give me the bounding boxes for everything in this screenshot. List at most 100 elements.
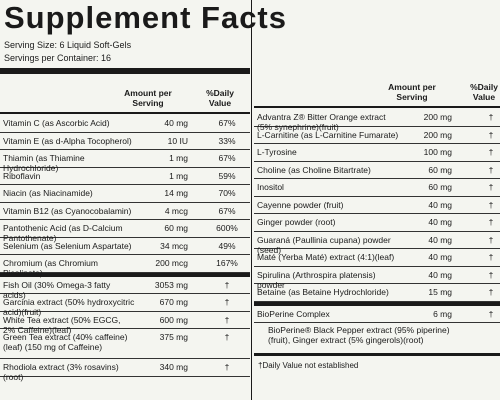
daily-value: †	[488, 234, 494, 245]
nutrient-name: L-Carnitine (as L-Carnitine Fumarate)	[257, 129, 399, 140]
amount: 1 mg	[169, 153, 188, 163]
daily-value: 49%	[218, 240, 236, 251]
nutrient-row: Garcinia extract (50% hydroxycitric acid…	[0, 294, 250, 317]
nutrient-row: Advantra Z® Bitter Orange extract (5% sy…	[254, 109, 500, 132]
daily-value: 59%	[218, 170, 236, 181]
nutrient-name: BioPerine Complex	[257, 308, 330, 319]
nutrient-row: Vitamin E (as d-Alpha Tocopherol) 10 IU 33…	[0, 133, 250, 150]
daily-value: †	[488, 112, 494, 122]
nutrient-row: L-Tyrosine 100 mg †	[254, 144, 500, 162]
amount: 100 mg	[423, 147, 452, 157]
complex-detail: BioPerine® Black Pepper extract (95% pip…	[254, 323, 500, 353]
amount: 40 mg	[428, 199, 452, 210]
serving-size: Serving Size: 6 Liquid Soft-Gels	[4, 40, 132, 50]
daily-value: 33%	[218, 135, 236, 146]
rule	[0, 272, 250, 277]
nutrient-name: Thiamin (as Thiamine Hydrochloride)	[3, 153, 85, 173]
amount: 600 mg	[159, 314, 188, 325]
header: %Daily Value	[470, 82, 498, 102]
amount: 15 mg	[428, 287, 452, 297]
amount: 34 mcg	[160, 240, 188, 251]
daily-value: †	[488, 182, 494, 192]
amount: 10 IU	[167, 135, 188, 146]
amount: 14 mg	[164, 188, 188, 198]
rule	[254, 106, 500, 108]
rule	[0, 68, 250, 74]
rule	[254, 301, 500, 306]
servings-per-container: Servings per Container: 16	[4, 53, 112, 63]
daily-value: 70%	[218, 188, 236, 198]
nutrient-row: Ginger powder (root) 40 mg †	[254, 214, 500, 232]
nutrient-name: Vitamin C (as Ascorbic Acid)	[3, 118, 110, 128]
nutrient-row: White Tea extract (50% EGCG, 2% Caffeine…	[0, 312, 250, 335]
amount: 670 mg	[159, 297, 188, 307]
nutrient-row: Selenium (as Selenium Aspartate) 34 mcg 49…	[0, 238, 250, 255]
daily-value: 600%	[216, 223, 238, 233]
nutrient-row: Fish Oil (30% Omega-3 fatty acids) 3053 m…	[0, 277, 250, 300]
nutrient-name: Selenium (as Selenium Aspartate)	[3, 240, 132, 251]
divider	[251, 0, 252, 400]
daily-value: †	[488, 217, 494, 227]
nutrient-row: Choline (as Choline Bitartrate) 60 mg †	[254, 162, 500, 179]
amount: 6 mg	[433, 308, 452, 319]
header: Amount per Serving	[388, 82, 436, 102]
nutrient-name: Niacin (as Niacinamide)	[3, 188, 93, 198]
daily-value: 167%	[216, 258, 238, 268]
rule	[254, 353, 500, 356]
daily-value: 67%	[218, 118, 236, 128]
daily-value: †	[488, 199, 494, 210]
nutrient-row: Inositol 60 mg †	[254, 179, 500, 197]
nutrient-name: Spirulina (Arthrospira platensis) powder	[257, 269, 376, 290]
daily-value: †	[224, 332, 230, 342]
amount: 60 mg	[164, 223, 188, 233]
amount: 375 mg	[159, 332, 188, 342]
nutrient-name: Maté (Yerba Maté) extract (4:1)(leaf)	[257, 252, 395, 262]
daily-value: †	[488, 164, 494, 175]
nutrient-name: Vitamin E (as d-Alpha Tocopherol)	[3, 135, 132, 146]
amount: 40 mg	[428, 252, 452, 262]
amount: 200 mg	[423, 129, 452, 140]
nutrient-row: Thiamin (as Thiamine Hydrochloride) 1 mg 6…	[0, 150, 250, 173]
daily-value: 67%	[218, 153, 236, 163]
nutrient-row: Rhodiola extract (3% rosavins)(root) 340 …	[0, 359, 250, 382]
nutrient-row: Pantothenic Acid (as D-Calcium Pantothen…	[0, 220, 250, 243]
nutrient-name: Pantothenic Acid (as D-Calcium Pantothen…	[3, 223, 123, 243]
nutrient-name: Betaine (as Betaine Hydrochloride)	[257, 287, 389, 297]
nutrient-name: Vitamin B12 (as Cyanocobalamin)	[3, 205, 132, 216]
daily-value: †	[488, 308, 494, 319]
nutrient-name: Green Tea extract (40% caffeine)(leaf) (…	[3, 332, 128, 352]
daily-value: †	[224, 279, 230, 290]
nutrient-name: Rhodiola extract (3% rosavins)(root)	[3, 362, 119, 382]
daily-value: †	[488, 129, 494, 140]
nutrient-row: L-Carnitine (as L-Carnitine Fumarate) 200…	[254, 127, 500, 144]
nutrient-row: Cayenne powder (fruit) 40 mg †	[254, 197, 500, 214]
daily-value: †	[488, 252, 494, 262]
daily-value: †	[224, 314, 230, 325]
amount: 60 mg	[428, 164, 452, 175]
nutrient-row: Guaraná (Paullinia cupana) powder (seed)…	[254, 232, 500, 255]
nutrient-name: Riboflavin	[3, 170, 41, 181]
nutrient-name: Advantra Z® Bitter Orange extract (5% sy…	[257, 112, 386, 132]
amount: 40 mg	[428, 234, 452, 245]
daily-value: †	[224, 362, 230, 372]
daily-value: †	[224, 297, 230, 307]
detail-text: BioPerine® Black Pepper extract (95% pip…	[268, 325, 450, 345]
nutrient-row: Spirulina (Arthrospira platensis) powder…	[254, 267, 500, 290]
amount: 3053 mg	[154, 279, 188, 290]
title: Supplement Facts	[4, 0, 287, 35]
nutrient-row: Maté (Yerba Maté) extract (4:1)(leaf) 40 …	[254, 249, 500, 267]
header: Amount per Serving	[124, 88, 172, 108]
daily-value: 67%	[218, 205, 236, 216]
daily-value: †	[488, 147, 494, 157]
amount: 200 mg	[423, 112, 452, 122]
nutrient-row: Vitamin C (as Ascorbic Acid) 40 mg 67%	[0, 115, 250, 133]
amount: 40 mg	[164, 118, 188, 128]
rule	[0, 112, 250, 114]
nutrient-name: Choline (as Choline Bitartrate)	[257, 164, 371, 175]
nutrient-name: Garcinia extract (50% hydroxycitric acid…	[3, 297, 135, 317]
amount: 60 mg	[428, 182, 452, 192]
nutrient-name: Guaraná (Paullinia cupana) powder (seed)	[257, 234, 391, 255]
amount: 40 mg	[428, 269, 452, 280]
nutrient-row: Chromium (as Chromium Picolinate)200 mcg…	[0, 255, 250, 278]
header: %Daily Value	[206, 88, 234, 108]
